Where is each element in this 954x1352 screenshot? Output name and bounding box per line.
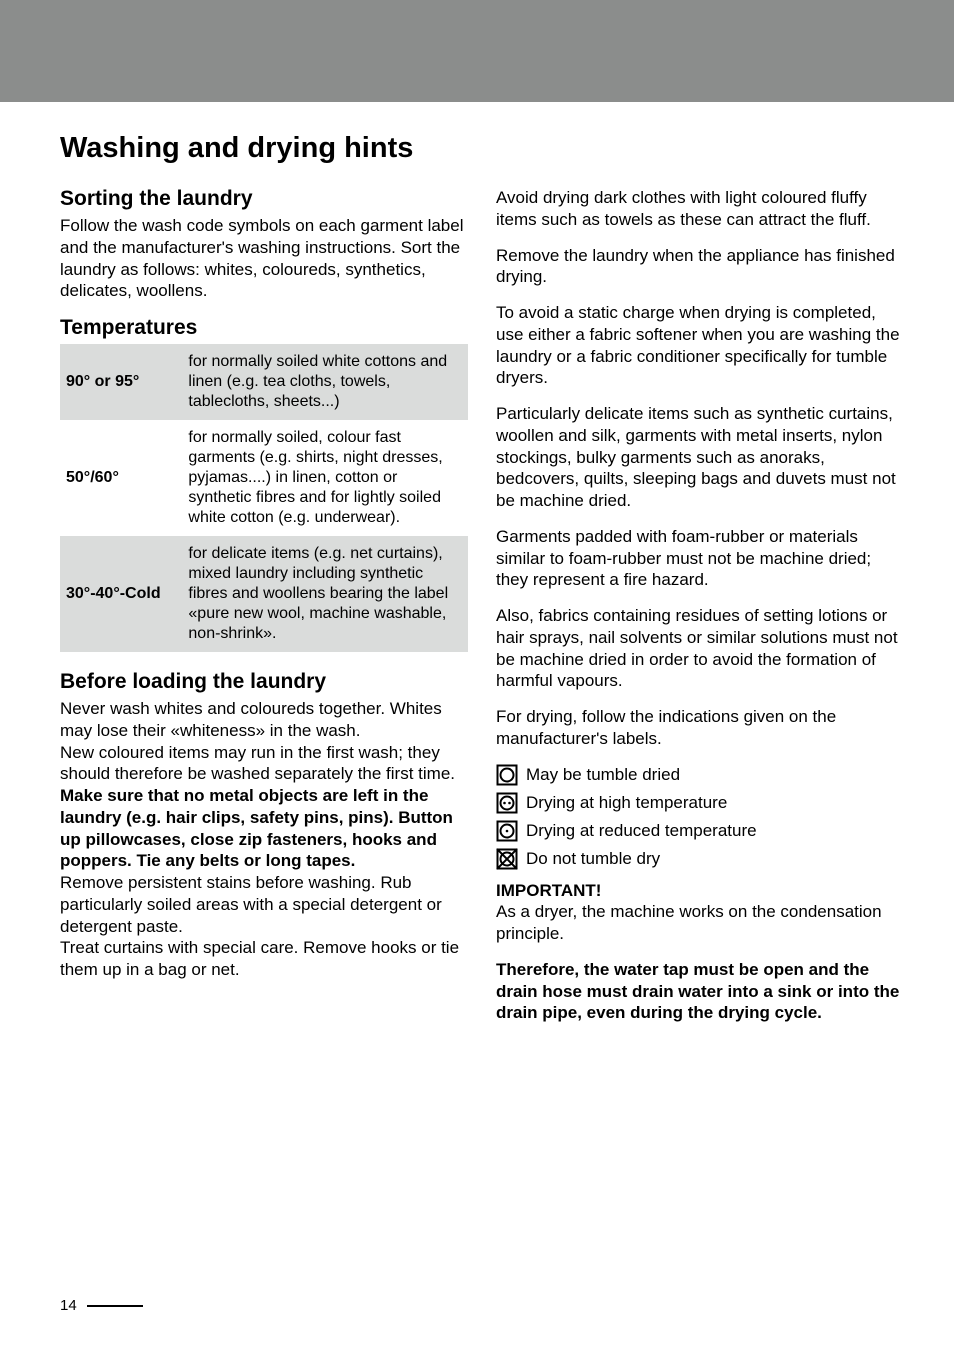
right-p1: Avoid drying dark clothes with light col… xyxy=(496,187,904,231)
icon-label: Drying at high temperature xyxy=(526,792,727,814)
page-footer: 14 xyxy=(60,1297,143,1314)
temp-desc: for normally soiled white cottons and li… xyxy=(182,344,468,420)
important-body-2-bold: Therefore, the water tap must be open an… xyxy=(496,959,904,1024)
temp-desc: for delicate items (e.g. net curtains), … xyxy=(182,536,468,652)
right-p5: Garments padded with foam-rubber or mate… xyxy=(496,526,904,591)
sorting-body: Follow the wash code symbols on each gar… xyxy=(60,215,468,302)
right-p2: Remove the laundry when the appliance ha… xyxy=(496,245,904,289)
right-column: Avoid drying dark clothes with light col… xyxy=(496,187,904,1038)
right-p7: For drying, follow the indications given… xyxy=(496,706,904,750)
before-body-4: Remove persistent stains before washing.… xyxy=(60,872,468,937)
table-row: 50°/60° for normally soiled, colour fast… xyxy=(60,420,468,536)
left-column: Sorting the laundry Follow the wash code… xyxy=(60,187,468,1038)
tumble-dry-icon xyxy=(496,764,518,786)
icon-row: May be tumble dried xyxy=(496,764,904,786)
right-p6: Also, fabrics containing residues of set… xyxy=(496,605,904,692)
temp-desc: for normally soiled, colour fast garment… xyxy=(182,420,468,536)
before-body-5: Treat curtains with special care. Remove… xyxy=(60,937,468,981)
page-content: Washing and drying hints Sorting the lau… xyxy=(0,102,954,1038)
before-body-3-bold: Make sure that no metal objects are left… xyxy=(60,785,468,872)
icon-row: Do not tumble dry xyxy=(496,848,904,870)
before-body-1: Never wash whites and coloureds together… xyxy=(60,698,468,742)
temperatures-heading: Temperatures xyxy=(60,316,468,340)
icon-row: Drying at reduced temperature xyxy=(496,820,904,842)
temperatures-table: 90° or 95° for normally soiled white cot… xyxy=(60,344,468,652)
right-p4: Particularly delicate items such as synt… xyxy=(496,403,904,512)
before-body-2: New coloured items may run in the first … xyxy=(60,742,468,786)
temp-label: 90° or 95° xyxy=(60,344,182,420)
reduced-temp-icon xyxy=(496,820,518,842)
high-temp-icon xyxy=(496,792,518,814)
icon-label: Drying at reduced temperature xyxy=(526,820,757,842)
icon-row: Drying at high temperature xyxy=(496,792,904,814)
temp-label: 30°-40°-Cold xyxy=(60,536,182,652)
icon-label: May be tumble dried xyxy=(526,764,680,786)
header-band xyxy=(0,0,954,102)
page-number: 14 xyxy=(60,1297,77,1314)
page-title: Washing and drying hints xyxy=(60,132,904,165)
before-loading-heading: Before loading the laundry xyxy=(60,670,468,694)
important-body-1: As a dryer, the machine works on the con… xyxy=(496,901,904,945)
sorting-heading: Sorting the laundry xyxy=(60,187,468,211)
table-row: 90° or 95° for normally soiled white cot… xyxy=(60,344,468,420)
page-rule xyxy=(87,1305,143,1307)
icon-label: Do not tumble dry xyxy=(526,848,660,870)
important-heading: IMPORTANT! xyxy=(496,880,904,902)
table-row: 30°-40°-Cold for delicate items (e.g. ne… xyxy=(60,536,468,652)
two-column-layout: Sorting the laundry Follow the wash code… xyxy=(60,187,904,1038)
right-p3: To avoid a static charge when drying is … xyxy=(496,302,904,389)
temp-label: 50°/60° xyxy=(60,420,182,536)
do-not-tumble-icon xyxy=(496,848,518,870)
